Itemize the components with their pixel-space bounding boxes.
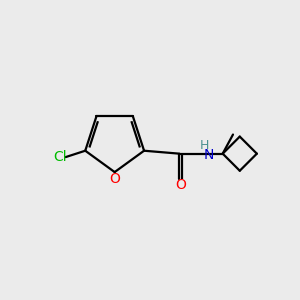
Text: H: H [200,139,209,152]
Text: Cl: Cl [53,150,67,164]
Text: O: O [176,178,186,192]
Text: N: N [204,148,214,162]
Text: O: O [109,172,120,186]
